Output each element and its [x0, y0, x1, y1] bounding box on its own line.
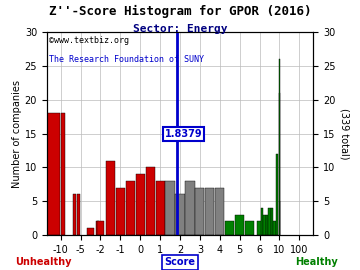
Bar	[185, 181, 194, 235]
Text: Unhealthy: Unhealthy	[15, 257, 71, 267]
Bar	[166, 181, 175, 235]
Bar	[279, 93, 280, 235]
Text: Z''-Score Histogram for GPOR (2016): Z''-Score Histogram for GPOR (2016)	[49, 5, 311, 18]
Y-axis label: Number of companies: Number of companies	[12, 80, 22, 188]
Bar	[195, 188, 204, 235]
Bar	[145, 167, 155, 235]
Text: Sector: Energy: Sector: Energy	[133, 24, 227, 34]
Bar	[271, 208, 273, 235]
Bar	[77, 194, 80, 235]
Bar	[156, 181, 165, 235]
Text: 1.8379: 1.8379	[165, 129, 203, 139]
Bar	[261, 208, 263, 235]
Bar	[98, 221, 104, 235]
Text: Score: Score	[165, 257, 195, 267]
Bar	[136, 174, 145, 235]
Bar	[87, 228, 94, 235]
Bar	[205, 188, 215, 235]
Bar	[225, 221, 234, 235]
Bar	[264, 215, 266, 235]
Bar	[73, 194, 76, 235]
Text: The Research Foundation of SUNY: The Research Foundation of SUNY	[49, 55, 204, 64]
Bar	[96, 221, 99, 235]
Bar	[116, 188, 125, 235]
Text: ©www.textbiz.org: ©www.textbiz.org	[49, 36, 130, 45]
Bar	[268, 208, 271, 235]
Bar	[22, 147, 40, 235]
Bar	[42, 113, 60, 235]
Bar	[276, 154, 278, 235]
Y-axis label: (339 total): (339 total)	[339, 108, 349, 159]
Bar	[257, 221, 262, 235]
Bar	[175, 194, 185, 235]
Bar	[215, 188, 224, 235]
Bar	[61, 113, 64, 235]
Text: Healthy: Healthy	[296, 257, 338, 267]
Bar	[235, 215, 244, 235]
Bar	[245, 221, 254, 235]
Bar	[266, 215, 268, 235]
Bar	[273, 221, 275, 235]
Bar	[126, 181, 135, 235]
Bar	[106, 161, 115, 235]
